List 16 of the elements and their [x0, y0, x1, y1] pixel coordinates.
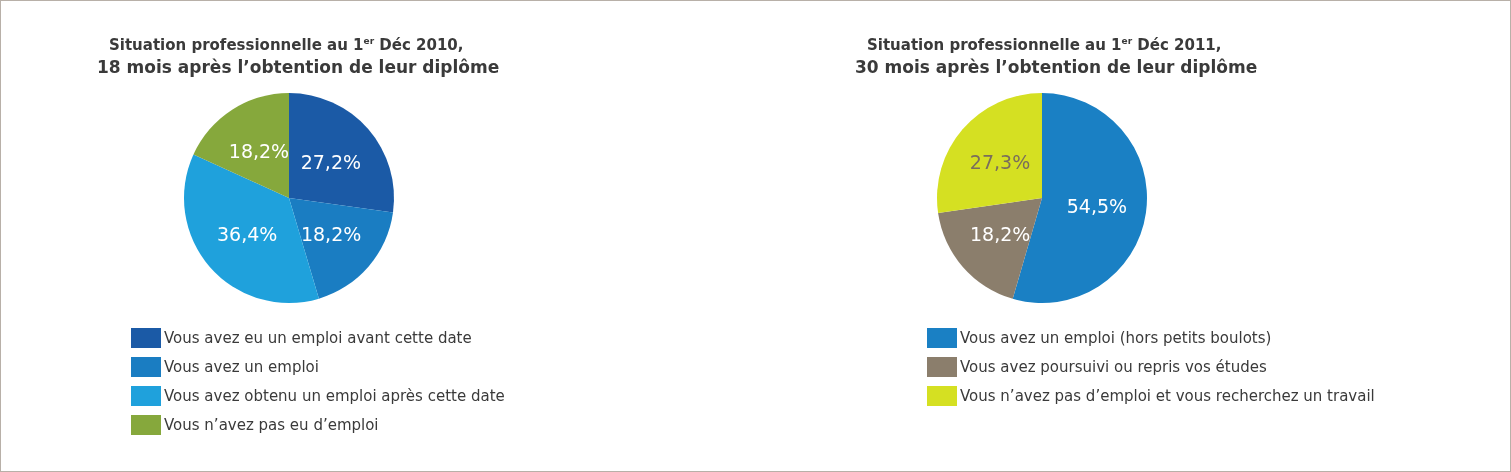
data-label: 27,3% — [969, 150, 1031, 173]
data-label: 36,4% — [216, 223, 278, 246]
data-label: 18,2% — [969, 223, 1031, 246]
data-label: 18,2% — [228, 140, 290, 163]
legend-label: Vous avez eu un emploi avant cette date — [164, 329, 472, 347]
data-label: 27,2% — [300, 150, 362, 173]
legend-label: Vous avez un emploi — [164, 358, 319, 376]
chart-subtitle: 30 mois après l’obtention de leur diplôme — [855, 56, 1258, 77]
legend-label: Vous avez poursuivi ou repris vos études — [960, 358, 1267, 376]
legend-label: Vous avez un emploi (hors petits boulots) — [960, 329, 1272, 347]
chart-subtitle: 18 mois après l’obtention de leur diplôme — [97, 56, 500, 77]
data-label: 54,5% — [1066, 194, 1128, 217]
legend-label: Vous avez obtenu un emploi après cette date — [164, 387, 505, 405]
data-label: 18,2% — [300, 223, 362, 246]
legend-label: Vous n’avez pas eu d’emploi — [164, 416, 379, 434]
legend-label: Vous n’avez pas d’emploi et vous recherchez un travail — [960, 387, 1375, 405]
